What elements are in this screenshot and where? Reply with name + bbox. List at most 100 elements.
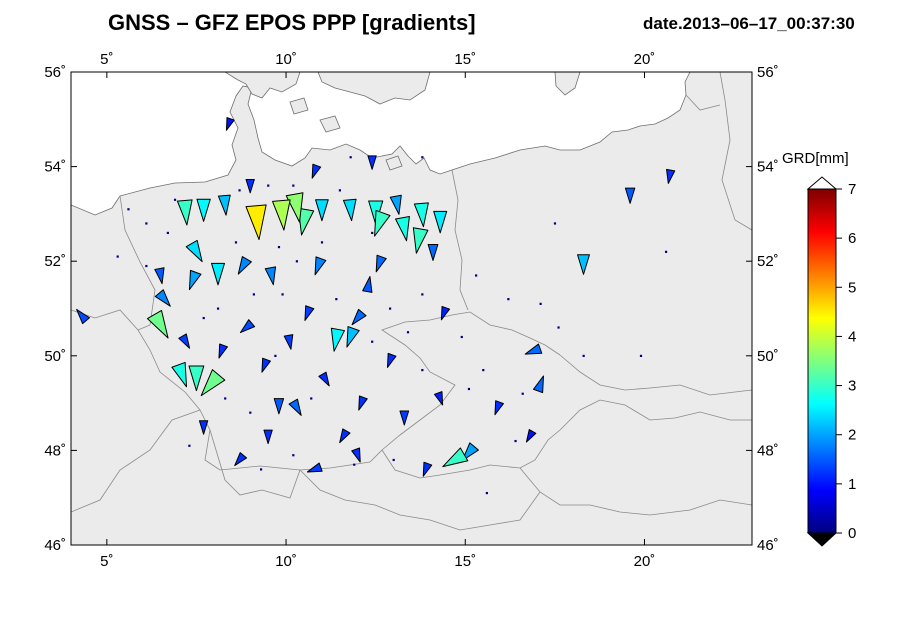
station-marker-small-18 — [202, 316, 205, 320]
land-gotland — [554, 72, 581, 96]
lon-tick-label-bottom-1: 10˚ — [275, 553, 297, 570]
station-marker-small-41 — [145, 264, 148, 268]
colorbar-tick-label-5: 5 — [848, 279, 856, 296]
station-marker-small-31 — [507, 298, 510, 301]
map-axis-ticks: 5˚ 5˚ 10˚ 10˚ 15˚ 15˚ 20˚ 20˚ 46˚ 46˚ 48˚ 48˚ 50˚ 50˚… — [44, 51, 778, 570]
station-arrow-54 — [234, 452, 248, 467]
station-arrow-64 — [218, 343, 228, 359]
colorbar-tick-label-3: 3 — [848, 378, 856, 395]
station-marker-small-27 — [482, 368, 485, 372]
land-mass — [71, 72, 752, 545]
station-marker-small-10 — [234, 241, 238, 244]
station-arrow-0 — [245, 204, 267, 241]
station-marker-small-32 — [475, 274, 478, 277]
lat-tick-label-right-4: 54˚ — [757, 159, 779, 176]
station-marker-small-5 — [267, 184, 270, 187]
colorbar-gradient — [807, 188, 837, 534]
station-arrow-46 — [283, 334, 294, 350]
station-marker-small-11 — [295, 260, 299, 263]
station-arrow-43 — [154, 267, 165, 285]
station-marker-small-42 — [116, 255, 119, 258]
station-marker-small-25 — [353, 463, 356, 466]
station-arrow-51 — [399, 410, 410, 426]
station-arrow-45 — [239, 319, 256, 334]
station-arrow-18 — [188, 269, 202, 291]
station-arrow-67 — [525, 429, 537, 443]
station-marker-small-9 — [277, 246, 281, 249]
station-arrow-27 — [171, 361, 187, 388]
station-marker-small-7 — [338, 189, 342, 192]
station-marker-small-45 — [485, 491, 488, 495]
station-arrow-5 — [196, 198, 211, 222]
station-arrow-14 — [433, 210, 448, 234]
station-marker-small-36 — [406, 331, 410, 334]
lat-tick-label-left-3: 52˚ — [44, 253, 66, 270]
colorbar-title: GRD[mm] — [782, 150, 849, 167]
station-marker-small-23 — [224, 397, 227, 400]
station-marker-small-15 — [335, 298, 338, 301]
station-marker-small-6 — [292, 184, 295, 187]
station-arrow-23 — [427, 244, 439, 261]
station-arrow-42 — [76, 308, 91, 325]
station-arrow-52 — [339, 428, 351, 444]
station-marker-small-4 — [238, 189, 241, 192]
station-marker-small-12 — [252, 293, 255, 296]
country-borders — [71, 72, 752, 531]
station-arrow-62 — [386, 352, 397, 368]
station-arrow-12 — [413, 202, 429, 228]
station-arrow-10 — [374, 209, 391, 237]
station-arrow-15 — [389, 194, 402, 215]
lat-tick-label-right-2: 50˚ — [757, 348, 779, 365]
station-marker-small-46 — [514, 439, 517, 443]
station-marker-small-40 — [371, 231, 374, 235]
station-arrow-6 — [217, 194, 231, 216]
lon-tick-label-top-0: 5˚ — [100, 51, 113, 68]
station-marker-small-33 — [553, 222, 557, 225]
station-marker-small-3 — [166, 231, 169, 235]
station-arrow-48 — [261, 357, 271, 373]
station-marker-small-38 — [292, 454, 295, 457]
station-arrow-11 — [395, 216, 410, 242]
station-arrow-31 — [346, 326, 360, 348]
lat-tick-label-left-0: 46˚ — [44, 537, 66, 554]
land-sweden — [317, 72, 431, 105]
station-marker-small-28 — [521, 392, 524, 395]
station-marker-small-16 — [388, 307, 392, 310]
station-arrow-50 — [358, 395, 368, 411]
colorbar-max-triangle — [806, 176, 838, 190]
colorbar-tick-label-6: 6 — [848, 230, 856, 247]
station-arrow-35 — [442, 447, 469, 468]
station-arrow-13 — [412, 227, 429, 254]
station-arrow-29 — [200, 369, 226, 397]
station-arrow-25 — [146, 309, 169, 339]
lat-tick-label-right-0: 46˚ — [757, 537, 779, 554]
colorbar-tick-label-4: 4 — [848, 328, 856, 345]
station-marker-small-34 — [664, 250, 668, 253]
lat-tick-label-left-2: 50˚ — [44, 348, 66, 365]
lon-tick-label-bottom-2: 15˚ — [454, 553, 476, 570]
station-arrow-53 — [306, 462, 323, 473]
station-marker-small-21 — [421, 368, 424, 372]
lat-tick-label-left-4: 54˚ — [44, 159, 66, 176]
lon-tick-label-top-2: 15˚ — [454, 51, 476, 68]
land-islands — [289, 97, 403, 171]
station-arrow-16 — [185, 239, 203, 263]
station-marker-small-22 — [310, 397, 313, 400]
station-arrow-24 — [362, 276, 373, 293]
station-arrow-21 — [314, 256, 327, 276]
station-arrow-40 — [624, 187, 636, 204]
colorbar: GRD[mm] 0 1 2 3 4 5 6 7 — [782, 150, 856, 547]
station-marker-small-48 — [467, 387, 471, 391]
station-arrow-33 — [288, 398, 302, 416]
colorbar-ticks: 0 1 2 3 4 5 6 7 — [836, 181, 856, 542]
station-marker-small-20 — [371, 340, 374, 343]
station-marker-small-24 — [249, 411, 252, 414]
station-marker-small-30 — [582, 354, 585, 357]
station-marker-small-37 — [460, 335, 463, 339]
station-marker-small-19 — [274, 354, 277, 357]
station-arrow-57 — [494, 400, 504, 416]
station-arrow-17 — [211, 262, 225, 286]
station-marker-small-29 — [557, 326, 560, 329]
colorbar-tick-label-7: 7 — [848, 181, 856, 198]
